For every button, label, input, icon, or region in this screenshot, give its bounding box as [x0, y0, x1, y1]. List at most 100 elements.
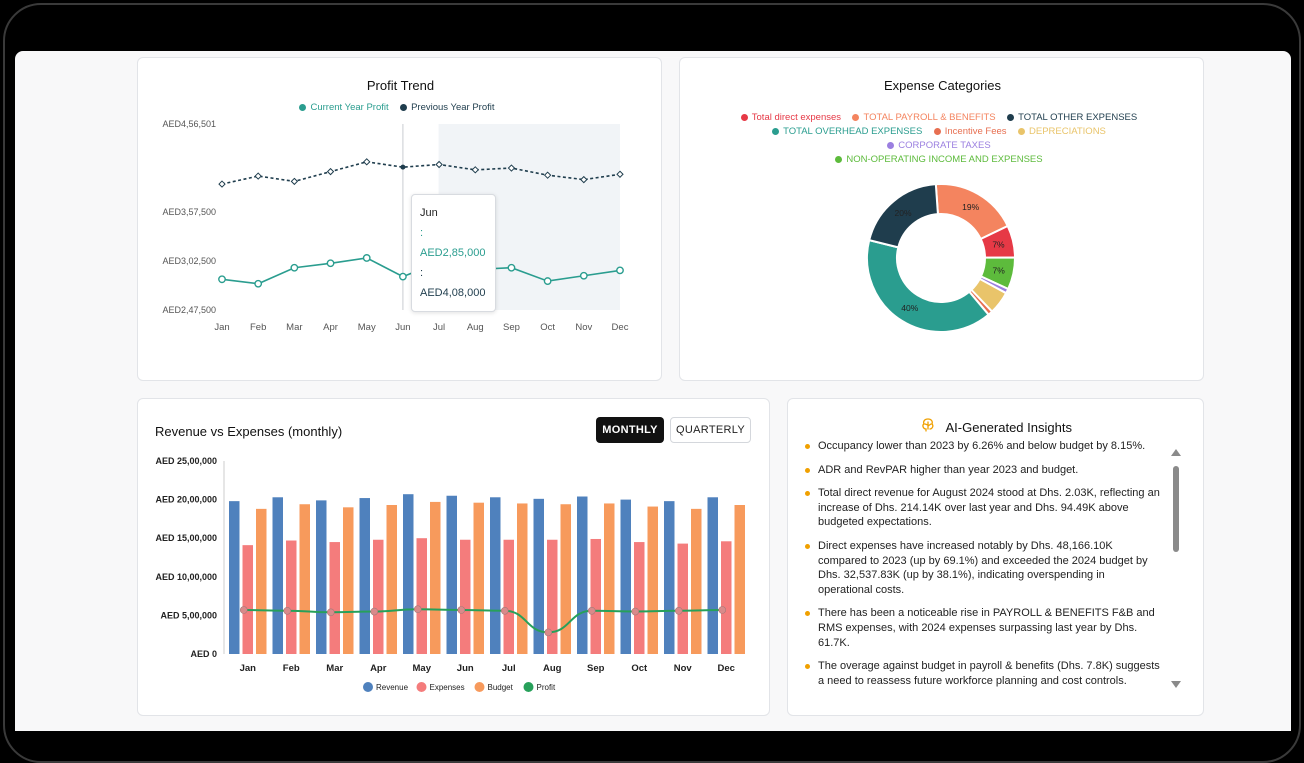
- donut-slice: [866, 238, 990, 333]
- legend-direct-expenses[interactable]: Total direct expenses: [740, 111, 841, 124]
- bar-expenses: [547, 539, 558, 654]
- profit-point: [544, 628, 553, 637]
- legend-non-operating[interactable]: NON-OPERATING INCOME AND EXPENSES: [835, 153, 1043, 166]
- y-tick-label: AED3,57,500: [162, 207, 216, 217]
- legend-depreciations[interactable]: DEPRECIATIONS: [1018, 125, 1106, 138]
- legend-other-expenses[interactable]: TOTAL OTHER EXPENSES: [1007, 111, 1137, 124]
- data-point-previous: [326, 167, 335, 176]
- legend-payroll[interactable]: TOTAL PAYROLL & BENEFITS: [852, 111, 996, 124]
- ai-brain-icon: [921, 418, 935, 437]
- slice-label: 19%: [962, 202, 979, 212]
- legend-corporate-taxes[interactable]: CORPORATE TAXES: [887, 139, 991, 152]
- x-tick-label: Mar: [326, 663, 343, 674]
- legend-dot-icon: [1018, 128, 1025, 135]
- profit-point: [413, 605, 422, 614]
- bar-revenue: [446, 495, 457, 654]
- y-tick-label: AED 15,00,000: [155, 533, 217, 543]
- x-tick-label: Sep: [503, 322, 520, 333]
- slice-label: 7%: [993, 265, 1006, 275]
- bullet-icon: [805, 664, 810, 670]
- bar-budget: [604, 503, 615, 654]
- legend-dot-icon: [852, 114, 860, 121]
- tooltip-previous: : AED4,08,000: [420, 267, 486, 299]
- legend-label: Revenue: [376, 683, 409, 692]
- insights-scrollbar[interactable]: [1170, 447, 1182, 691]
- revenue-expenses-title: Revenue vs Expenses (monthly): [155, 424, 343, 439]
- legend-dot-icon: [740, 114, 748, 121]
- x-tick-label: Feb: [250, 322, 266, 333]
- bar-budget: [430, 501, 441, 654]
- bar-revenue: [316, 500, 327, 654]
- data-point-current: [399, 272, 407, 281]
- bar-revenue: [403, 494, 414, 654]
- bar-expenses: [634, 542, 645, 654]
- bar-expenses: [286, 540, 297, 654]
- x-tick-label: Apr: [370, 663, 387, 674]
- bar-revenue: [490, 497, 501, 654]
- x-tick-label: Jan: [214, 322, 229, 333]
- legend-dot-icon: [835, 156, 843, 163]
- x-tick-label: Aug: [543, 663, 562, 674]
- monthly-toggle-button[interactable]: MONTHLY: [596, 417, 664, 443]
- donut-slice: [867, 183, 939, 249]
- quarterly-toggle-button[interactable]: QUARTERLY: [670, 417, 751, 443]
- y-tick-label: AED 25,00,000: [155, 456, 217, 466]
- data-point-current: [362, 254, 371, 262]
- bar-expenses: [242, 545, 253, 654]
- bar-budget: [734, 505, 745, 654]
- x-tick-label: Jul: [433, 322, 445, 333]
- bar-budget: [560, 504, 571, 654]
- expense-categories-card: Expense Categories Total direct expenses…: [679, 57, 1204, 381]
- profit-trend-card: Profit Trend Current Year Profit Previou…: [137, 57, 662, 381]
- data-point-current: [579, 271, 588, 280]
- legend-previous-year[interactable]: Previous Year Profit: [400, 102, 495, 113]
- bullet-icon: [805, 611, 810, 617]
- profit-trend-legend: Current Year Profit Previous Year Profit: [138, 98, 663, 116]
- bar-revenue: [272, 497, 283, 654]
- legend-label: Budget: [488, 683, 514, 692]
- data-point-current: [326, 259, 335, 268]
- profit-point: [326, 608, 335, 617]
- bar-expenses: [373, 539, 384, 654]
- slice-label: 7%: [992, 240, 1005, 250]
- y-tick-label: AED 10,00,000: [155, 572, 217, 582]
- data-point-previous: [363, 158, 371, 166]
- insight-item: There has been a noticeable rise in PAYR…: [802, 606, 1162, 650]
- data-point-current: [543, 277, 552, 285]
- bar-expenses: [460, 539, 471, 654]
- scroll-down-arrow-icon[interactable]: [1171, 681, 1181, 688]
- profit-tooltip: Jun : AED2,85,000 : AED4,08,000: [411, 194, 496, 312]
- y-tick-label: AED3,02,500: [162, 256, 216, 266]
- data-point-previous: [254, 172, 262, 180]
- legend-incentive-fees[interactable]: Incentive Fees: [933, 125, 1007, 138]
- x-tick-label: Feb: [283, 663, 300, 674]
- data-point-current: [218, 275, 226, 284]
- x-tick-label: Jun: [395, 322, 410, 333]
- x-tick-label: Aug: [467, 322, 484, 333]
- series-line-previous-year: [221, 161, 621, 185]
- data-point-previous: [543, 171, 552, 179]
- bar-expenses: [677, 543, 688, 654]
- y-tick-label: AED 0: [190, 649, 217, 659]
- legend-dot-icon: [400, 104, 408, 111]
- profit-point: [283, 606, 292, 615]
- x-tick-label: May: [358, 322, 376, 333]
- bar-expenses: [721, 541, 732, 654]
- data-point-current: [616, 266, 624, 275]
- scroll-thumb[interactable]: [1173, 466, 1179, 552]
- bar-budget: [299, 504, 310, 654]
- legend-overhead[interactable]: TOTAL OVERHEAD EXPENSES: [772, 125, 922, 138]
- x-tick-label: Oct: [631, 663, 648, 674]
- scroll-up-arrow-icon[interactable]: [1171, 449, 1181, 456]
- data-point-current: [290, 263, 299, 272]
- y-tick-label: AED 20,00,000: [155, 495, 217, 505]
- legend-dot-icon: [416, 682, 427, 692]
- x-tick-label: Nov: [674, 663, 693, 674]
- data-point-previous: [400, 164, 406, 170]
- x-tick-label: Sep: [587, 663, 605, 674]
- legend-current-year[interactable]: Current Year Profit: [299, 102, 389, 113]
- profit-point: [674, 606, 683, 615]
- bar-revenue: [359, 498, 370, 654]
- insight-item: Direct expenses have increased notably b…: [802, 539, 1162, 597]
- insights-list[interactable]: Occupancy lower than 2023 by 6.26% and b…: [802, 439, 1162, 695]
